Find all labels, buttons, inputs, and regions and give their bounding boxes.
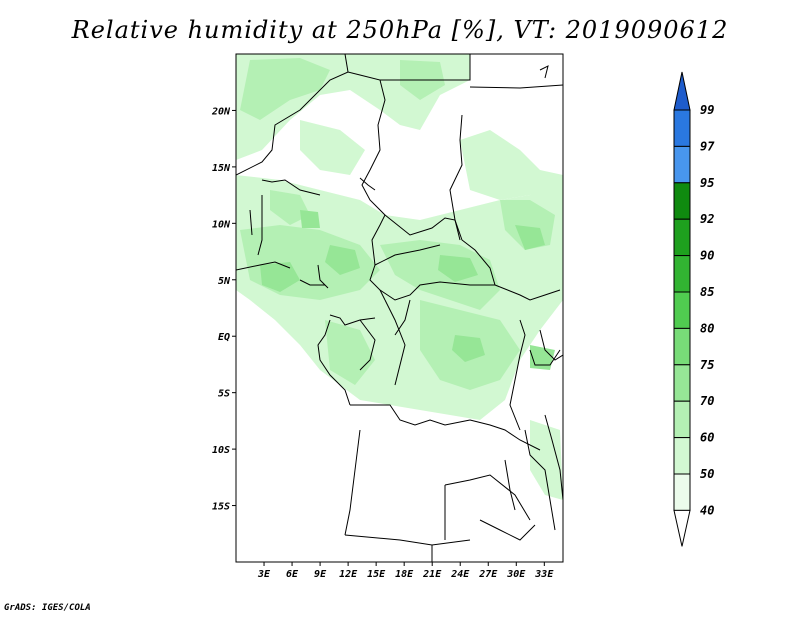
colorbar-bottom-arrow: [673, 509, 691, 547]
grads-credit: GrADS: IGES/COLA: [4, 603, 91, 613]
colorbar-segment: [673, 437, 691, 475]
colorbar-segment: [673, 473, 691, 511]
lon-tick-label: 30E: [506, 569, 526, 580]
colorbar: 99 97 95 92 90 85 80 75 70 60 50 40: [673, 71, 715, 547]
colorbar-level-label: 90: [700, 249, 714, 263]
map-frame: [235, 53, 564, 563]
colorbar-level-label: 75: [700, 358, 714, 372]
lon-tick-label: 18E: [395, 569, 414, 580]
colorbar-segment: [673, 327, 691, 366]
colorbar-top-arrow: [673, 71, 691, 111]
lon-tick-label: 21E: [422, 569, 442, 580]
colorbar-level-label: 40: [700, 503, 714, 517]
colorbar-level-label: 85: [700, 285, 714, 299]
colorbar-level-label: 60: [700, 431, 714, 445]
colorbar-level-label: 99: [700, 103, 714, 117]
lat-tick-label: 20N: [211, 106, 231, 117]
colorbar-segment: [673, 255, 691, 293]
map-title: Relative humidity at 250hPa [%], VT: 201…: [71, 16, 729, 44]
colorbar-segment: [673, 109, 691, 147]
colorbar-segment: [673, 400, 691, 439]
humidity-60-70-shading: [260, 210, 555, 370]
colorbar-level-label: 92: [700, 212, 714, 226]
colorbar-level-label: 70: [700, 394, 714, 408]
lat-tick-label: 10N: [212, 219, 231, 230]
lon-tick-label: 6E: [286, 569, 299, 580]
humidity-field: [236, 54, 563, 500]
lat-tick-label: 10S: [212, 445, 230, 456]
longitude-axis: 3E 6E 9E 12E 15E 18E 21E 24E 27E 30E 33E: [257, 562, 554, 580]
colorbar-segment: [673, 364, 691, 402]
lon-tick-label: 3E: [257, 569, 271, 580]
colorbar-segment: [673, 182, 691, 220]
country-borders: [236, 54, 563, 562]
lon-tick-label: 15E: [367, 569, 386, 580]
lat-tick-label: 15S: [212, 502, 230, 513]
colorbar-level-label: 80: [700, 321, 714, 335]
lat-tick-label: 5N: [218, 276, 231, 287]
lon-tick-label: 27E: [478, 569, 498, 580]
lon-tick-label: 24E: [450, 569, 470, 580]
lat-tick-label: EQ: [218, 332, 230, 343]
lon-tick-label: 12E: [339, 569, 358, 580]
colorbar-level-label: 97: [700, 139, 715, 153]
colorbar-level-label: 50: [700, 467, 714, 481]
lat-tick-label: 15N: [212, 163, 231, 174]
lat-tick-label: 5S: [218, 389, 230, 400]
colorbar-segment: [673, 145, 691, 184]
colorbar-level-label: 95: [700, 176, 714, 190]
colorbar-segment: [673, 291, 691, 329]
colorbar-segment: [673, 218, 691, 257]
lon-tick-label: 9E: [314, 569, 327, 580]
lon-tick-label: 33E: [534, 569, 554, 580]
latitude-axis: 20N 15N 10N 5N EQ 5S 10S 15S: [211, 106, 236, 513]
